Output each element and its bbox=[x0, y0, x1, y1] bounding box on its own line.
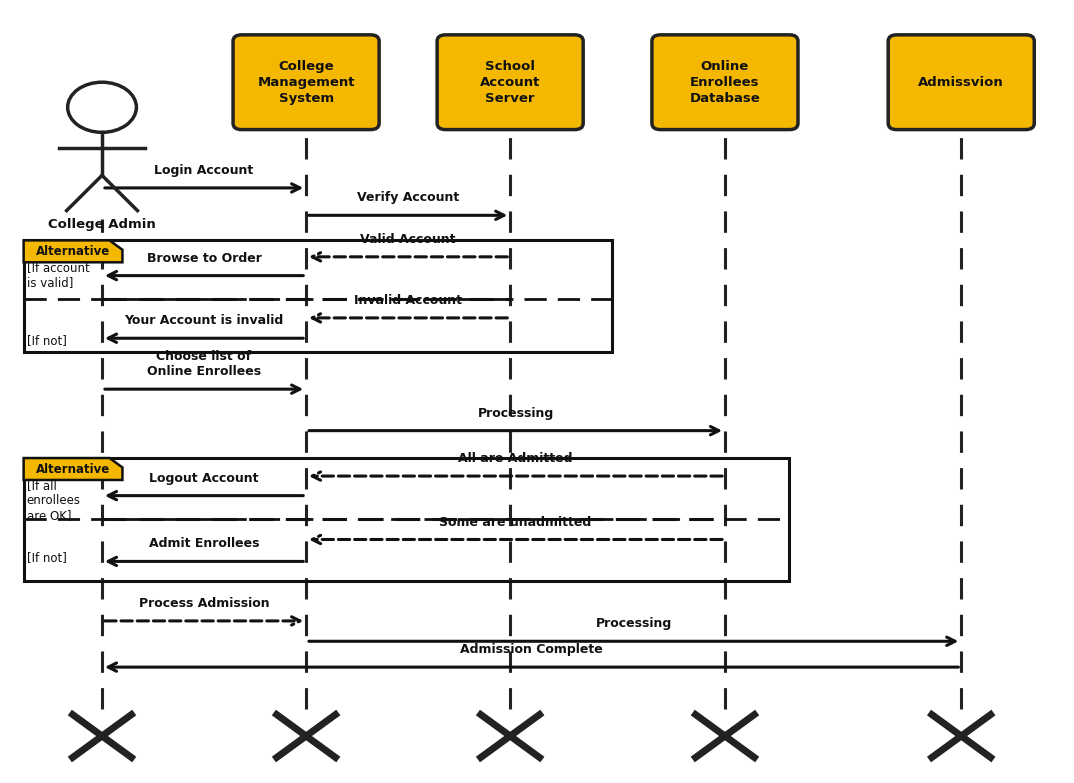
Text: School
Account
Server: School Account Server bbox=[480, 60, 540, 105]
Text: Alternative: Alternative bbox=[35, 245, 111, 258]
Text: Admission Complete: Admission Complete bbox=[461, 643, 603, 656]
Text: Valid Account: Valid Account bbox=[361, 233, 455, 246]
Text: Process Admission: Process Admission bbox=[139, 597, 270, 610]
Text: Some are unadmitted: Some are unadmitted bbox=[439, 515, 592, 529]
Text: Your Account is invalid: Your Account is invalid bbox=[125, 314, 284, 327]
Text: Admissvion: Admissvion bbox=[918, 76, 1004, 88]
FancyBboxPatch shape bbox=[437, 34, 583, 129]
Text: [If all
enrollees
are OK]: [If all enrollees are OK] bbox=[27, 479, 81, 522]
FancyBboxPatch shape bbox=[652, 34, 798, 129]
Bar bbox=[24, 458, 789, 581]
Text: Invalid Account: Invalid Account bbox=[354, 294, 462, 307]
Bar bbox=[24, 240, 612, 352]
Text: Processing: Processing bbox=[596, 617, 671, 630]
Text: Verify Account: Verify Account bbox=[357, 191, 460, 204]
Text: [If account
is valid]: [If account is valid] bbox=[27, 261, 89, 289]
FancyBboxPatch shape bbox=[233, 34, 379, 129]
Polygon shape bbox=[24, 458, 122, 480]
Text: Choose list of
Online Enrollees: Choose list of Online Enrollees bbox=[147, 350, 261, 378]
Text: All are Admitted: All are Admitted bbox=[459, 452, 572, 465]
Polygon shape bbox=[24, 240, 122, 262]
Text: College
Management
System: College Management System bbox=[258, 60, 354, 105]
Text: Online
Enrollees
Database: Online Enrollees Database bbox=[690, 60, 760, 105]
Text: [If not]: [If not] bbox=[27, 551, 67, 565]
Text: College Admin: College Admin bbox=[48, 218, 156, 232]
Text: Processing: Processing bbox=[478, 406, 553, 420]
FancyBboxPatch shape bbox=[888, 34, 1034, 129]
Text: [If not]: [If not] bbox=[27, 334, 67, 347]
Text: Browse to Order: Browse to Order bbox=[147, 251, 261, 265]
Text: Alternative: Alternative bbox=[35, 463, 111, 475]
Text: Logout Account: Logout Account bbox=[149, 471, 259, 485]
Text: Login Account: Login Account bbox=[155, 164, 253, 177]
Text: Admit Enrollees: Admit Enrollees bbox=[149, 537, 259, 550]
